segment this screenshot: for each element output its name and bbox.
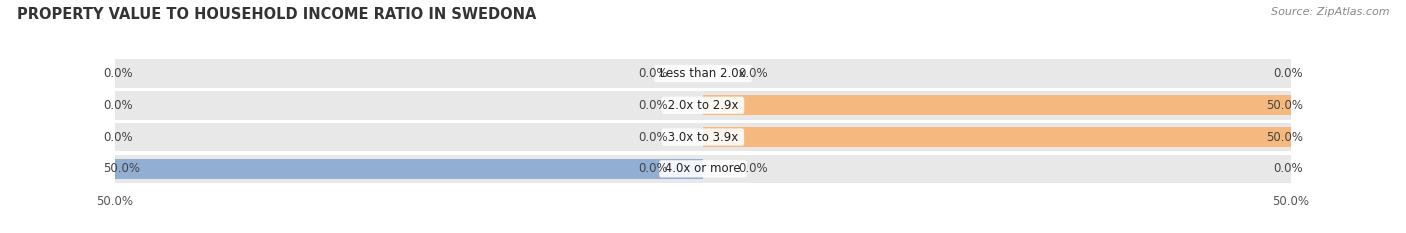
Text: 0.0%: 0.0% [638, 67, 668, 80]
Bar [115, 123, 1291, 151]
Text: Source: ZipAtlas.com: Source: ZipAtlas.com [1271, 7, 1389, 17]
Text: 0.0%: 0.0% [738, 67, 768, 80]
Text: 2.0x to 2.9x: 2.0x to 2.9x [664, 99, 742, 112]
Text: 0.0%: 0.0% [103, 67, 134, 80]
Bar [115, 154, 1291, 183]
Text: 4.0x or more: 4.0x or more [661, 162, 745, 175]
Text: 0.0%: 0.0% [638, 130, 668, 144]
Text: 50.0%: 50.0% [1265, 130, 1303, 144]
Text: 0.0%: 0.0% [103, 130, 134, 144]
Text: Less than 2.0x: Less than 2.0x [657, 67, 749, 80]
Bar [115, 59, 1291, 88]
Text: 0.0%: 0.0% [738, 162, 768, 175]
Text: PROPERTY VALUE TO HOUSEHOLD INCOME RATIO IN SWEDONA: PROPERTY VALUE TO HOUSEHOLD INCOME RATIO… [17, 7, 536, 22]
Text: 50.0%: 50.0% [1265, 99, 1303, 112]
Text: 0.0%: 0.0% [638, 99, 668, 112]
Text: 3.0x to 3.9x: 3.0x to 3.9x [664, 130, 742, 144]
Text: 0.0%: 0.0% [638, 162, 668, 175]
Bar [115, 159, 703, 179]
Bar [703, 127, 1291, 147]
Text: 0.0%: 0.0% [1272, 67, 1303, 80]
Text: 0.0%: 0.0% [1272, 162, 1303, 175]
Text: 0.0%: 0.0% [103, 99, 134, 112]
Bar [115, 91, 1291, 120]
Bar [703, 96, 1291, 115]
Text: 50.0%: 50.0% [103, 162, 141, 175]
